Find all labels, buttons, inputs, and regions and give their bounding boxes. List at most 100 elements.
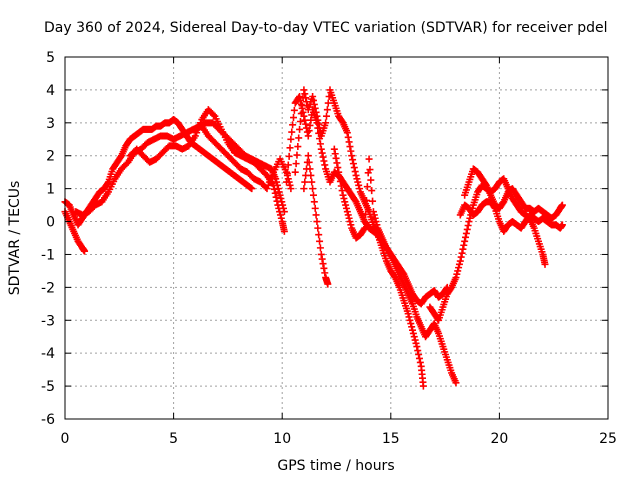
data-point [271,189,279,197]
data-point [296,118,304,126]
data-point [316,237,324,245]
series-arc-11 [461,165,566,222]
data-point [264,181,272,189]
data-point [353,175,361,183]
data-point [352,171,360,179]
data-point [345,138,353,146]
data-point [330,145,338,153]
data-point [419,382,427,390]
data-point [461,237,469,245]
data-point [343,208,351,216]
data-point [348,152,356,160]
data-point [346,143,354,151]
data-point [362,210,370,218]
data-point [317,145,325,153]
data-point [453,270,461,278]
data-point [344,133,352,141]
data-point [414,347,422,355]
y-tick-label-2: 3 [46,116,55,132]
y-axis-label: SDTVAR / TECUs [7,181,23,296]
data-point [334,164,342,172]
data-point [362,196,370,204]
data-point [304,152,312,160]
data-point [306,121,314,129]
data-point [313,112,321,120]
y-tick-label-6: -1 [41,247,55,263]
data-point [289,114,297,122]
data-point [283,178,291,186]
data-point [301,90,309,98]
data-point [312,211,320,219]
data-point [290,106,298,114]
data-point [413,343,421,351]
data-point [344,211,352,219]
data-point [286,144,294,152]
data-point [295,134,303,142]
data-point [404,310,412,318]
data-point [286,181,294,189]
data-point [415,350,423,358]
data-point [321,161,329,169]
series-arc-12 [456,198,566,235]
data-point [309,185,317,193]
data-point [304,132,312,140]
data-point [351,168,359,176]
data-point [346,218,354,226]
data-point [409,326,417,334]
data-point [275,204,283,212]
data-point [464,221,472,229]
data-point [280,227,288,235]
data-point [289,121,297,129]
series-arc-10 [426,175,549,324]
data-point [287,185,295,193]
data-point [313,218,321,226]
data-point [459,245,467,253]
data-point [323,106,331,114]
y-tick-label-10: -5 [41,379,55,395]
data-point [268,171,276,179]
data-point [277,214,285,222]
data-point [456,257,464,265]
data-point [465,218,473,226]
data-point [307,171,315,179]
data-point [266,178,274,186]
data-point [369,197,377,205]
data-point [322,119,330,127]
y-tick-label-8: -3 [41,313,55,329]
data-point [308,178,316,186]
data-point [296,125,304,133]
x-tick-label-1: 5 [169,431,178,447]
data-point [409,329,417,337]
y-tick-label-4: 1 [46,182,55,198]
data-point [306,165,314,173]
data-point [283,169,291,177]
data-point [333,159,341,167]
data-point [300,185,308,193]
data-point [320,264,328,272]
data-point [294,143,302,151]
data-point [406,316,414,324]
data-point [276,191,284,199]
data-point [323,112,331,120]
data-point [81,247,89,255]
x-tick-label-4: 20 [490,431,508,447]
data-point [458,249,466,257]
data-point [293,151,301,159]
data-point [368,187,376,195]
series-arc-1 [61,116,256,229]
data-point [292,160,300,168]
data-point [300,86,308,94]
data-point [305,158,313,166]
data-point [452,379,460,387]
data-point [347,221,355,229]
data-point [369,208,377,216]
series-arc-7 [291,86,427,390]
data-point [315,231,323,239]
series-arc-3 [72,119,288,219]
data-point [337,182,345,190]
data-point [301,178,309,186]
data-point [314,116,322,124]
data-point [345,214,353,222]
